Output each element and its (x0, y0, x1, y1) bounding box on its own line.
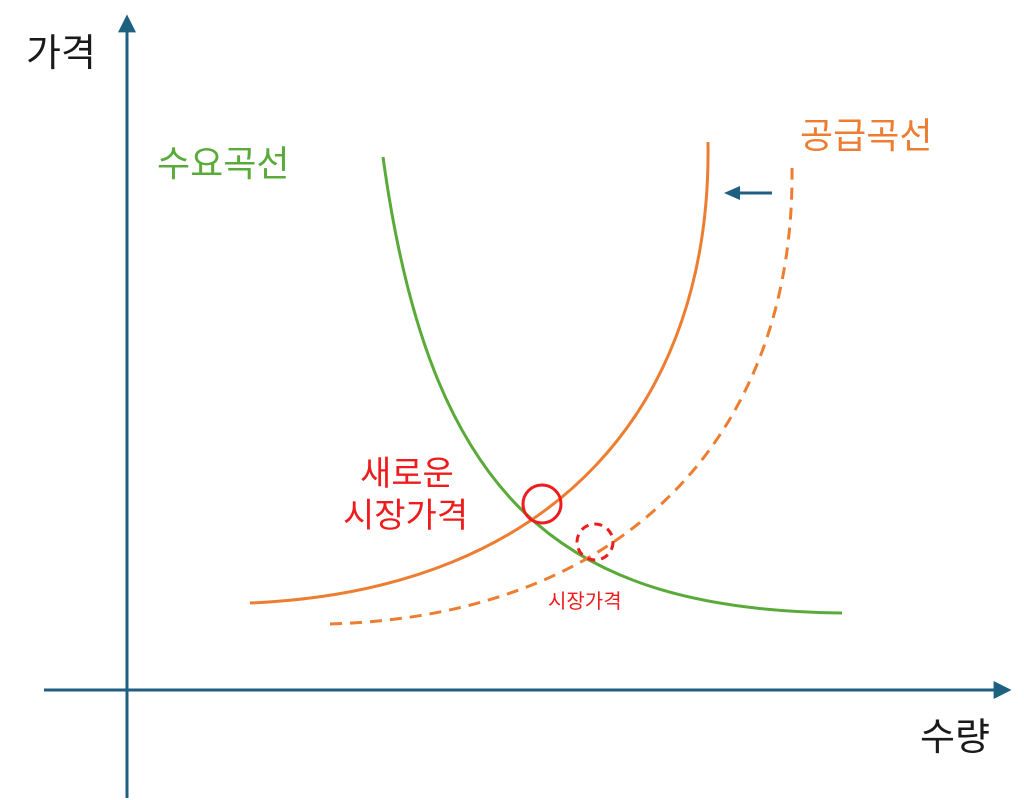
y-axis-label: 가격 (26, 31, 96, 75)
new-equilibrium-marker (521, 483, 563, 525)
new-equilibrium-label-line1: 새로운 (360, 454, 454, 494)
new-equilibrium-label-line2: 시장가격 (343, 496, 468, 536)
demand-curve-label: 수요곡선 (157, 144, 289, 185)
original-equilibrium-marker (575, 522, 615, 562)
supply-curve-new (249, 141, 710, 605)
arrow-left-icon (724, 186, 772, 200)
x-axis-label: 수량 (920, 715, 990, 759)
supply-curve-original (329, 167, 794, 626)
original-equilibrium-label: 시장가격 (548, 589, 622, 613)
supply-curve-label: 공급곡선 (800, 116, 932, 157)
